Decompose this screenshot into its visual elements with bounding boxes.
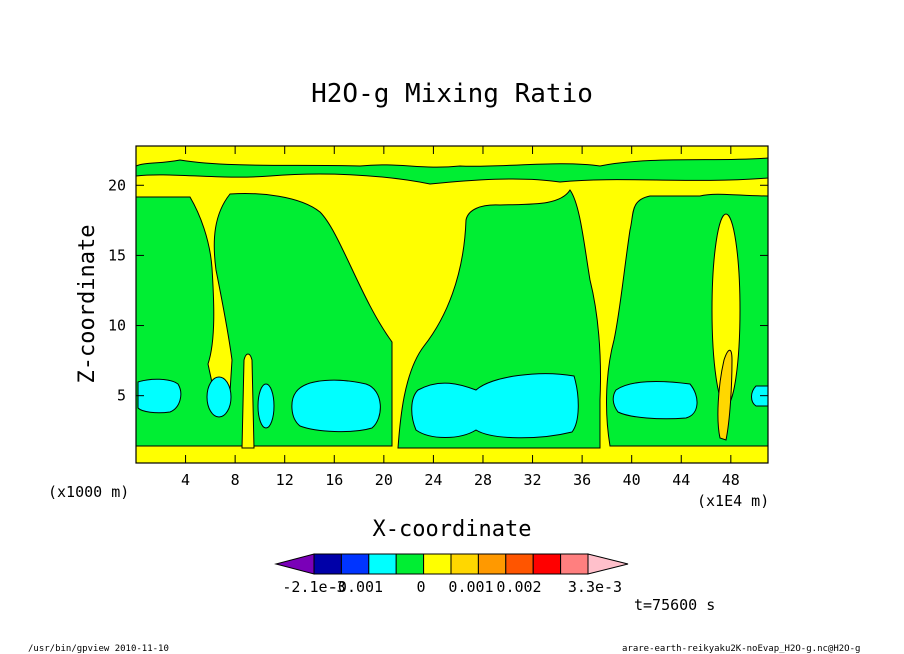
x-unit-left: (x1000 m): [48, 483, 129, 501]
x-tick-label: 44: [672, 471, 690, 489]
colorbar-swatch: [560, 553, 589, 575]
colorbar-swatch: [477, 553, 507, 575]
footer-left: /usr/bin/gpview 2010-11-10: [28, 644, 169, 654]
colorbar-label: 0.001: [448, 578, 493, 596]
y-axis-label: Z-coordinate: [75, 225, 100, 384]
footer-right: arare-earth-reikyaku2K-noEvap_H2O-g.nc@H…: [622, 644, 860, 654]
cyan-cell-small-1: [206, 376, 232, 418]
y-tick-label: 5: [117, 387, 126, 405]
x-tick-label: 12: [276, 471, 294, 489]
x-tick-label: 36: [573, 471, 591, 489]
cyan-cell-edge: [751, 385, 769, 407]
cyan-cell-mid: [291, 379, 381, 433]
y-tick-label: 20: [108, 176, 126, 194]
colorbar-high-arrow: [587, 553, 629, 575]
x-tick-label: 8: [231, 471, 240, 489]
colorbar-label: -2.1e-3: [282, 578, 345, 596]
x-axis-label: X-coordinate: [373, 517, 532, 542]
yellow-columns: [241, 213, 741, 449]
cyan-cell-left: [137, 378, 182, 414]
x-tick-label: 4: [181, 471, 190, 489]
colorbar: -2.1e-3-0.001 0 0.001 0.002 3.3e-3: [274, 553, 629, 596]
colorbar-swatch: [395, 553, 425, 575]
x-tick-label: 16: [325, 471, 343, 489]
x-tick-label: 20: [375, 471, 393, 489]
colorbar-swatch: [368, 553, 397, 575]
chart-title: H2O-g Mixing Ratio: [311, 79, 593, 109]
colorbar-labels: -2.1e-3-0.001 0 0.001 0.002 3.3e-3: [282, 578, 622, 596]
x-tick-label: 48: [722, 471, 740, 489]
x-tick-label: 32: [524, 471, 542, 489]
colorbar-swatch: [505, 553, 534, 575]
plot-frame: [135, 145, 769, 464]
x-unit-right: (x1E4 m): [697, 492, 769, 510]
colorbar-low-arrow: [274, 553, 315, 575]
x-tick-label: 28: [474, 471, 492, 489]
colorbar-swatch: [450, 553, 479, 575]
colorbar-label: 3.3e-3: [568, 578, 622, 596]
time-label: t=75600 s: [634, 596, 715, 614]
colorbar-label: 0: [416, 578, 425, 596]
x-tick-label: 40: [623, 471, 641, 489]
colorbar-label: 0.002: [496, 578, 541, 596]
colorbar-label: -0.001: [329, 578, 383, 596]
colorbar-swatch: [423, 553, 452, 575]
cyan-region: [137, 373, 769, 439]
cyan-cell-small-2: [257, 383, 275, 429]
cyan-cell-large: [411, 373, 579, 439]
colorbar-swatch: [532, 553, 562, 575]
colorbar-swatch: [313, 553, 342, 575]
colorbar-swatches: [274, 553, 629, 575]
colorbar-swatch: [340, 553, 370, 575]
orange-streak: [717, 349, 733, 441]
cyan-cell-right: [612, 381, 698, 420]
y-tick-label: 15: [108, 246, 126, 264]
x-tick-label: 24: [424, 471, 442, 489]
left-yellow-streak: [241, 353, 255, 449]
y-tick-label: 10: [108, 317, 126, 335]
top-green-patch: [135, 157, 769, 185]
